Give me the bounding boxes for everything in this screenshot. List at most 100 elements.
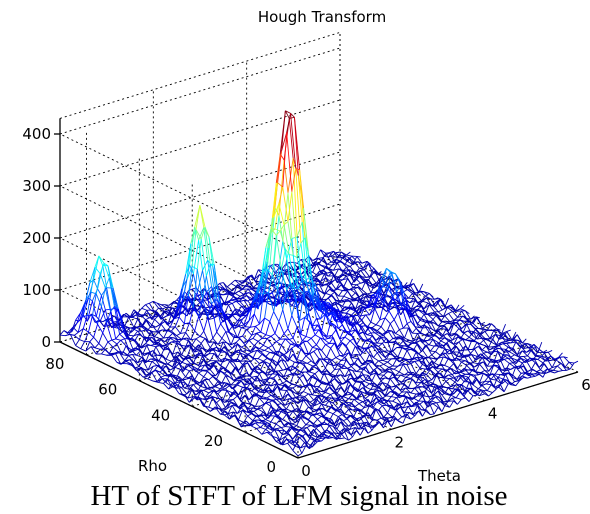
surface-mesh-line xyxy=(300,348,307,357)
surface-mesh-line xyxy=(253,393,260,399)
surface-mesh-line xyxy=(259,371,264,374)
surface-mesh-line xyxy=(300,365,306,373)
surface-mesh-line xyxy=(344,273,351,276)
surface-mesh-line xyxy=(415,314,422,320)
surface-mesh-line xyxy=(248,300,254,321)
surface-mesh-line xyxy=(211,286,216,306)
surface-mesh-line xyxy=(387,358,392,363)
surface-mesh-line xyxy=(463,332,470,338)
surface-mesh-line xyxy=(215,386,221,390)
surface-mesh-line xyxy=(284,374,290,380)
surface-mesh-line xyxy=(313,351,320,359)
surface-mesh-line xyxy=(75,345,81,350)
surface-mesh-line xyxy=(207,296,212,301)
surface-mesh-line xyxy=(269,352,276,355)
surface-mesh-line xyxy=(119,352,126,361)
surface-mesh-line xyxy=(374,271,381,283)
surface-mesh-line xyxy=(268,345,273,349)
surface-mesh-line xyxy=(344,373,351,378)
surface-mesh-line xyxy=(476,317,483,329)
surface-mesh-line xyxy=(255,387,261,390)
surface-mesh-line xyxy=(370,308,376,323)
surface-mesh-line xyxy=(325,265,332,273)
surface-mesh-line xyxy=(284,248,291,283)
surface-mesh-line xyxy=(430,345,435,352)
surface-mesh-line xyxy=(235,352,241,362)
surface-mesh-line xyxy=(270,406,276,414)
surface-mesh-line xyxy=(263,398,269,400)
surface-mesh-line xyxy=(181,274,187,289)
surface-mesh-line xyxy=(290,388,296,398)
surface-mesh-line xyxy=(336,251,342,254)
surface-mesh-line xyxy=(348,321,355,324)
surface-mesh-line xyxy=(198,316,205,332)
surface-mesh-line xyxy=(296,359,303,362)
surface-mesh-line xyxy=(111,338,116,341)
surface-mesh-line xyxy=(208,376,213,381)
surface-mesh-line xyxy=(261,383,268,387)
surface-mesh-line xyxy=(94,343,100,349)
surface-mesh-line xyxy=(176,333,181,337)
surface-mesh-line xyxy=(395,333,401,337)
surface-mesh-line xyxy=(303,263,310,273)
surface-mesh-line xyxy=(227,405,233,414)
surface-mesh-line xyxy=(321,344,326,351)
surface-mesh-line xyxy=(312,271,319,277)
surface-mesh-line xyxy=(209,341,215,349)
surface-mesh-line xyxy=(421,318,427,322)
surface-mesh-line xyxy=(146,330,152,343)
surface-mesh-line xyxy=(256,365,263,373)
surface-mesh-line xyxy=(203,398,208,407)
surface-mesh-line xyxy=(294,117,301,170)
surface-mesh-line xyxy=(266,406,272,416)
back-floor-edge xyxy=(59,255,341,343)
surface-mesh-line xyxy=(317,278,324,286)
surface-mesh-line xyxy=(303,207,310,256)
surface-mesh-line xyxy=(203,227,209,261)
surface-mesh-line xyxy=(228,411,234,415)
surface-mesh-line xyxy=(454,304,460,312)
surface-mesh-line xyxy=(405,285,412,291)
surface-mesh-line xyxy=(418,309,425,315)
surface-mesh-line xyxy=(194,226,200,241)
surface-mesh-line xyxy=(82,315,88,329)
surface-mesh-line xyxy=(358,364,364,368)
surface-mesh-line xyxy=(253,408,259,412)
surface-mesh-line xyxy=(303,341,310,355)
surface-mesh-line xyxy=(161,365,167,371)
surface-mesh-line xyxy=(98,343,105,349)
surface-mesh-line xyxy=(159,371,166,376)
surface-mesh-line xyxy=(187,396,194,399)
surface-mesh-line xyxy=(196,380,203,384)
surface-mesh-line xyxy=(225,410,232,417)
surface-mesh-line xyxy=(93,255,100,280)
surface-mesh-line xyxy=(356,353,361,356)
surface-mesh-line xyxy=(320,277,326,283)
surface-mesh-line xyxy=(208,348,214,355)
surface-mesh-line xyxy=(110,306,115,313)
surface-mesh-line xyxy=(267,373,273,376)
surface-mesh-line xyxy=(314,390,321,394)
surface-mesh-line xyxy=(238,335,243,339)
surface-mesh-line xyxy=(107,339,112,343)
surface-mesh-line xyxy=(183,365,189,370)
surface-mesh-line xyxy=(192,384,199,391)
surface-mesh-line xyxy=(99,273,106,288)
surface-mesh-line xyxy=(205,276,212,304)
surface-mesh-line xyxy=(470,316,476,320)
surface-mesh-line xyxy=(59,330,65,336)
surface-mesh-line xyxy=(189,322,196,332)
surface-mesh-line xyxy=(281,248,286,270)
surface-mesh-line xyxy=(244,404,251,412)
surface-mesh-line xyxy=(344,269,350,274)
surface-mesh-line xyxy=(277,359,282,364)
surface-mesh-line xyxy=(284,338,291,345)
surface-mesh-line xyxy=(422,326,428,329)
surface-mesh-line xyxy=(225,375,230,378)
surface-mesh-line xyxy=(356,256,363,264)
surface-mesh-line xyxy=(326,322,332,337)
surface-mesh-line xyxy=(247,335,253,342)
surface-mesh-line xyxy=(266,338,273,346)
surface-mesh-line xyxy=(155,346,162,357)
surface-mesh-line xyxy=(174,363,180,368)
